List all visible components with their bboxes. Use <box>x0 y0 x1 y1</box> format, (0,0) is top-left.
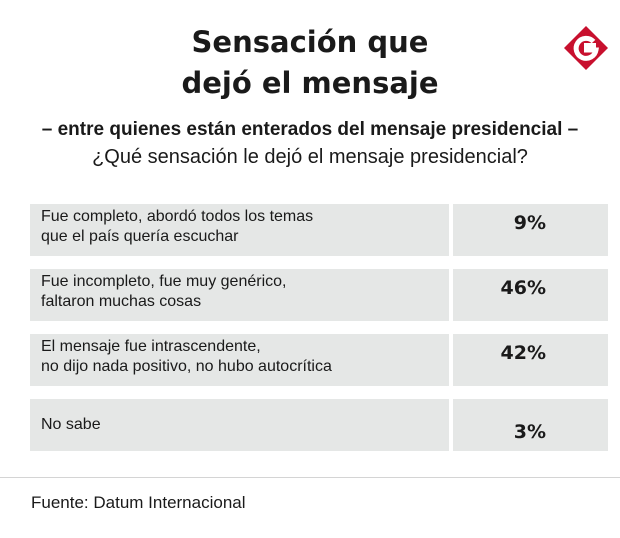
results-table: Fue completo, abordó todos los temas que… <box>30 204 608 451</box>
row-label: No sabe <box>30 399 449 451</box>
row-value: 42% <box>453 334 608 386</box>
table-row: El mensaje fue intrascendente, no dijo n… <box>30 334 608 386</box>
row-label: Fue incompleto, fue muy genérico, faltar… <box>30 269 449 321</box>
row-label: El mensaje fue intrascendente, no dijo n… <box>30 334 449 386</box>
table-row: Fue incompleto, fue muy genérico, faltar… <box>30 269 608 321</box>
row-value: 9% <box>453 204 608 256</box>
row-label: Fue completo, abordó todos los temas que… <box>30 204 449 256</box>
row-value: 46% <box>453 269 608 321</box>
table-row: No sabe 3% <box>30 399 608 451</box>
survey-question: ¿Qué sensación le dejó el mensaje presid… <box>92 146 528 168</box>
chart-title-line-2: dejó el mensaje <box>181 66 439 100</box>
row-value: 3% <box>453 399 608 451</box>
chart-title-line-1: Sensación que <box>191 25 429 59</box>
footer-divider <box>0 477 620 478</box>
g-logo-icon <box>562 24 610 72</box>
chart-title: Sensación que dejó el mensaje <box>110 22 510 104</box>
table-row: Fue completo, abordó todos los temas que… <box>30 204 608 256</box>
source-note: Fuente: Datum Internacional <box>31 493 246 512</box>
chart-subtitle: – entre quienes están enterados del mens… <box>41 119 579 140</box>
